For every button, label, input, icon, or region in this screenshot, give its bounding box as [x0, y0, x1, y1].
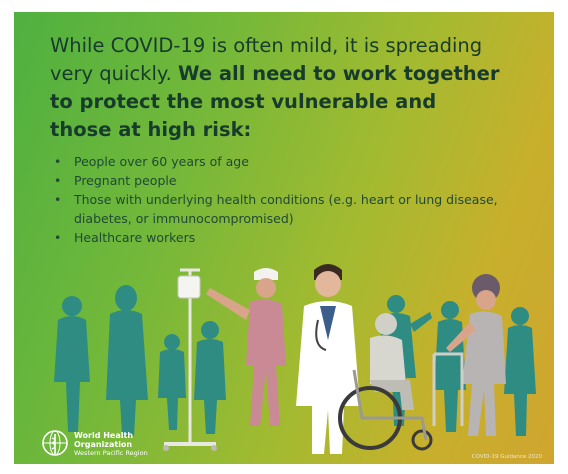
people-illustration: [54, 264, 536, 454]
risk-group-label: Those with underlying health conditions …: [74, 192, 498, 226]
silhouette-person: [434, 301, 466, 432]
wheelchair-patient: [338, 313, 433, 451]
risk-group-label: Pregnant people: [74, 173, 177, 188]
headline-emphasis-line-3: those at high risk:: [50, 118, 252, 141]
headline-intro: While COVID-19 is often mild, it is spre…: [50, 34, 483, 85]
bullet-icon: •: [54, 173, 62, 188]
organization-name-line-2: Organization: [74, 440, 133, 449]
risk-group-label: People over 60 years of age: [74, 154, 249, 169]
bullet-icon: •: [54, 192, 62, 207]
headline-emphasis-line-1: We all need to work together: [178, 62, 500, 85]
iv-drip-stand: [163, 268, 217, 451]
footer-note: COVID-19 Guidance 2020: [471, 454, 542, 460]
patient-figure: [206, 268, 286, 426]
bullet-icon: •: [54, 154, 62, 169]
organization-label: World Health Organization Western Pacifi…: [74, 431, 148, 458]
risk-group-item: • Pregnant people: [50, 171, 530, 190]
bullet-icon: •: [54, 230, 62, 245]
background-crowd: [54, 285, 536, 436]
doctor-figure: [296, 264, 360, 454]
caregiver-figure: [432, 274, 506, 436]
organization-name-line-1: World Health: [74, 431, 134, 440]
headline-emphasis-line-2: to protect the most vulnerable and: [50, 90, 437, 113]
risk-group-item: • Healthcare workers: [50, 228, 530, 247]
headline: While COVID-19 is often mild, it is spre…: [50, 32, 530, 144]
risk-group-list: • People over 60 years of age • Pregnant p…: [50, 152, 530, 247]
risk-group-item: • Those with underlying health conditions…: [50, 190, 530, 228]
silhouette-child: [158, 334, 186, 430]
silhouette-person: [106, 285, 148, 436]
organization-region: Western Pacific Region: [74, 449, 148, 457]
risk-group-item: • People over 60 years of age: [50, 152, 530, 171]
silhouette-person: [54, 296, 90, 432]
awareness-poster: While COVID-19 is often mild, it is spre…: [14, 12, 554, 464]
silhouette-person: [504, 307, 536, 436]
silhouette-person: [194, 321, 226, 434]
who-emblem-icon: [42, 430, 68, 456]
risk-group-label: Healthcare workers: [74, 230, 196, 245]
